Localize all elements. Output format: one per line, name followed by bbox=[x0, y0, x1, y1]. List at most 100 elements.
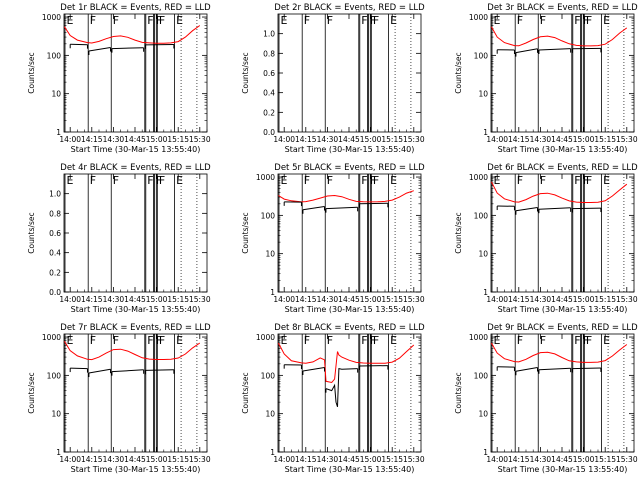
y-tick-label: 0.6 bbox=[49, 229, 61, 238]
x-tick-label: 14:00 bbox=[486, 135, 508, 144]
marker-label: F bbox=[574, 334, 580, 347]
y-axis-label: Counts/sec bbox=[241, 212, 250, 253]
chart-title: Det 5r BLACK = Events, RED = LLD bbox=[274, 163, 425, 173]
plot-frame bbox=[63, 173, 208, 293]
series-events-segment bbox=[111, 47, 144, 50]
marker-label: E bbox=[603, 334, 610, 347]
x-tick-label: 15:30 bbox=[616, 135, 638, 144]
marker-label: F bbox=[113, 334, 119, 347]
x-tick-label: 14:30 bbox=[103, 455, 125, 464]
marker-label: F bbox=[156, 14, 162, 27]
marker-label: F bbox=[540, 174, 546, 187]
x-tick-label: 14:00 bbox=[59, 295, 81, 304]
x-tick-label: 15:15 bbox=[381, 135, 403, 144]
y-tick-label: 1 bbox=[483, 128, 488, 137]
chart-title: Det 6r BLACK = Events, RED = LLD bbox=[487, 163, 638, 173]
y-tick-label: 0.8 bbox=[49, 209, 61, 218]
marker-label: F bbox=[156, 174, 162, 187]
plot-frame bbox=[63, 13, 208, 133]
x-tick-label: 15:15 bbox=[167, 455, 189, 464]
y-axis-label: Counts/sec bbox=[27, 212, 36, 253]
x-tick-label: 15:00 bbox=[573, 135, 595, 144]
chart-title: Det 8r BLACK = Events, RED = LLD bbox=[274, 323, 425, 333]
marker-label: E bbox=[390, 14, 397, 27]
marker-label: F bbox=[361, 14, 367, 27]
x-tick-label: 14:30 bbox=[317, 135, 339, 144]
x-tick-label: 14:30 bbox=[103, 295, 125, 304]
x-tick-label: 14:30 bbox=[317, 455, 339, 464]
x-tick-label: 15:30 bbox=[403, 295, 425, 304]
x-tick-label: 15:15 bbox=[381, 455, 403, 464]
y-axis-label: Counts/sec bbox=[454, 52, 463, 93]
series-lld-line bbox=[490, 26, 628, 47]
y-axis-label: Counts/sec bbox=[27, 372, 36, 413]
series-events-segment bbox=[302, 367, 325, 372]
y-tick-label: 10 bbox=[478, 410, 488, 419]
series-events-segment bbox=[515, 48, 538, 54]
x-tick-label: 15:30 bbox=[616, 455, 638, 464]
series-events-segment bbox=[325, 206, 358, 210]
x-tick-label: 15:00 bbox=[360, 455, 382, 464]
x-tick-label: 15:00 bbox=[360, 135, 382, 144]
marker-label: F bbox=[304, 334, 310, 347]
series-lld-line bbox=[490, 342, 628, 363]
series-events-segment bbox=[572, 207, 601, 210]
marker-label: F bbox=[583, 334, 589, 347]
x-axis-label: Start Time (30-Mar-15 13:55:40) bbox=[285, 465, 415, 474]
marker-label: F bbox=[373, 14, 379, 27]
marker-label: F bbox=[90, 334, 96, 347]
y-tick-label: 100 bbox=[47, 371, 62, 380]
x-axis-label: Start Time (30-Mar-15 13:55:40) bbox=[498, 145, 628, 154]
marker-label: F bbox=[517, 14, 523, 27]
marker-label: F bbox=[370, 174, 376, 187]
x-tick-label: 15:15 bbox=[381, 295, 403, 304]
y-tick-label: 10 bbox=[478, 90, 488, 99]
plot-frame bbox=[277, 333, 422, 453]
marker-label: F bbox=[583, 14, 589, 27]
y-tick-label: 0.2 bbox=[49, 268, 61, 277]
x-tick-label: 15:30 bbox=[189, 295, 211, 304]
marker-label: F bbox=[574, 14, 580, 27]
x-tick-label: 15:00 bbox=[146, 295, 168, 304]
y-tick-label: 0.4 bbox=[49, 249, 61, 258]
x-tick-label: 15:15 bbox=[167, 135, 189, 144]
series-events-segment bbox=[538, 207, 571, 210]
marker-label: F bbox=[159, 14, 165, 27]
x-tick-label: 14:45 bbox=[551, 135, 573, 144]
x-tick-label: 15:30 bbox=[189, 135, 211, 144]
x-tick-label: 14:45 bbox=[551, 295, 573, 304]
x-tick-label: 15:00 bbox=[360, 295, 382, 304]
marker-label: E bbox=[390, 334, 397, 347]
marker-label: F bbox=[361, 174, 367, 187]
chart-title: Det 4r BLACK = Events, RED = LLD bbox=[60, 163, 211, 173]
marker-label: E bbox=[281, 14, 288, 27]
plot-frame bbox=[277, 173, 422, 293]
marker-label: F bbox=[147, 174, 153, 187]
x-tick-label: 14:00 bbox=[273, 135, 295, 144]
x-tick-label: 15:30 bbox=[403, 455, 425, 464]
series-events-segment bbox=[111, 369, 144, 373]
x-tick-label: 14:45 bbox=[338, 455, 360, 464]
y-axis-label: Counts/sec bbox=[241, 52, 250, 93]
y-tick-label: 0.4 bbox=[263, 89, 275, 98]
marker-label: E bbox=[176, 174, 183, 187]
y-tick-label: 100 bbox=[261, 371, 276, 380]
series-events-segment bbox=[325, 367, 358, 408]
x-tick-label: 14:15 bbox=[295, 135, 317, 144]
marker-label: F bbox=[370, 14, 376, 27]
x-tick-label: 14:30 bbox=[530, 455, 552, 464]
x-tick-label: 14:15 bbox=[295, 455, 317, 464]
y-tick-label: 1000 bbox=[256, 333, 275, 342]
x-axis-label: Start Time (30-Mar-15 13:55:40) bbox=[285, 305, 415, 314]
chart-title: Det 9r BLACK = Events, RED = LLD bbox=[487, 323, 638, 333]
x-tick-label: 14:00 bbox=[59, 135, 81, 144]
y-tick-label: 0.0 bbox=[263, 128, 275, 137]
marker-label: F bbox=[113, 174, 119, 187]
chart-title: Det 7r BLACK = Events, RED = LLD bbox=[60, 323, 211, 333]
y-tick-label: 1000 bbox=[469, 173, 488, 182]
series-events-segment bbox=[538, 367, 571, 371]
